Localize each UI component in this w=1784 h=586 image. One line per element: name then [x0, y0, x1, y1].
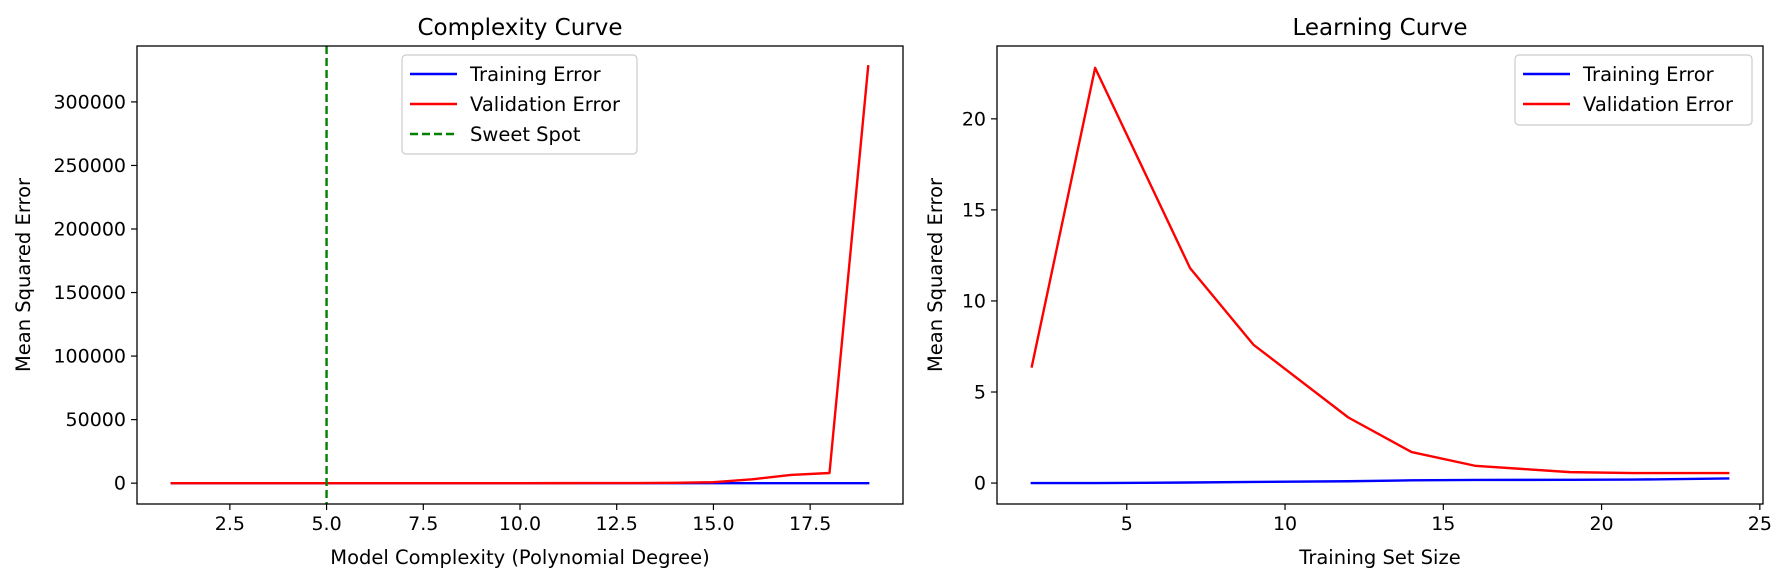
x-tick-label: 17.5 — [789, 513, 831, 535]
y-tick-label: 0 — [114, 473, 126, 495]
y-tick-label: 300000 — [53, 91, 126, 113]
y-tick-label: 150000 — [53, 282, 126, 304]
y-tick-label: 10 — [962, 290, 986, 312]
y-tick-label: 200000 — [53, 218, 126, 240]
y-tick-label: 20 — [962, 108, 986, 130]
x-axis-label: Model Complexity (Polynomial Degree) — [330, 546, 710, 569]
y-tick-label: 100000 — [53, 346, 126, 368]
y-axis-label: Mean Squared Error — [924, 177, 947, 372]
y-tick-label: 0 — [974, 473, 986, 495]
legend-label: Validation Error — [470, 93, 621, 116]
series-line-training-error — [1032, 479, 1728, 484]
chart-title: Learning Curve — [1292, 15, 1467, 41]
y-tick-label: 50000 — [66, 409, 126, 431]
series-line-validation-error — [1032, 68, 1728, 473]
complexity-curve-chart: Complexity Curve 2.5 5.0 7.5 10.0 12.5 15.0 17.… — [12, 15, 903, 569]
y-tick-label: 5 — [974, 382, 986, 404]
legend: Training Error Validation Error Sweet Spot — [402, 55, 637, 154]
x-tick-label: 20 — [1589, 513, 1613, 535]
x-tick-label: 5.0 — [311, 513, 341, 535]
legend-label: Training Error — [469, 63, 602, 86]
y-tick-label: 250000 — [53, 155, 126, 177]
x-tick-label: 15.0 — [692, 513, 734, 535]
x-tick-label: 10.0 — [499, 513, 541, 535]
legend: Training Error Validation Error — [1515, 55, 1752, 125]
legend-label: Validation Error — [1583, 93, 1734, 116]
x-tick-label: 10 — [1273, 513, 1297, 535]
x-axis-label: Training Set Size — [1298, 546, 1460, 569]
legend-label: Training Error — [1582, 63, 1715, 86]
x-tick-label: 7.5 — [408, 513, 438, 535]
y-axis-label: Mean Squared Error — [12, 177, 35, 372]
legend-label: Sweet Spot — [470, 123, 581, 146]
x-tick-label: 15 — [1431, 513, 1455, 535]
x-tick-label: 2.5 — [215, 513, 245, 535]
x-tick-label: 5 — [1121, 513, 1133, 535]
learning-curve-chart: Learning Curve 5 10 15 20 25 0 5 10 15 20 Training … — [924, 15, 1772, 569]
y-tick-label: 15 — [962, 199, 986, 221]
x-tick-label: 25 — [1748, 513, 1772, 535]
series-lines — [1032, 68, 1728, 483]
chart-title: Complexity Curve — [417, 15, 622, 41]
x-tick-label: 12.5 — [596, 513, 638, 535]
